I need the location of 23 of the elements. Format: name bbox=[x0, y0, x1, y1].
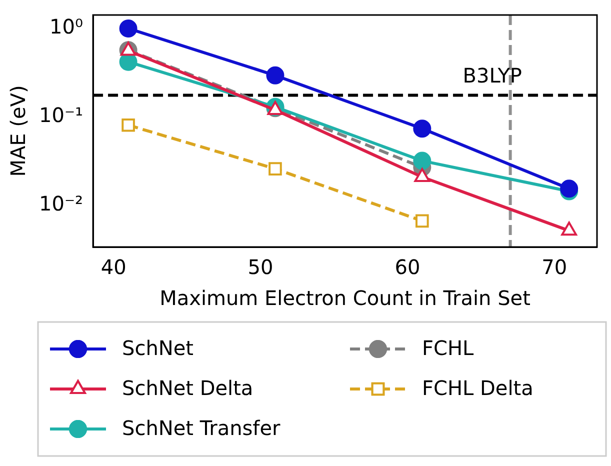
x-tick-label: 60 bbox=[394, 255, 420, 280]
point bbox=[560, 180, 578, 198]
legend-label: SchNet bbox=[122, 336, 194, 360]
x-tick-label: 40 bbox=[100, 255, 126, 280]
legend-label: SchNet Delta bbox=[122, 376, 254, 400]
y-tick-label: 10⁰ bbox=[50, 14, 84, 39]
legend-label: FCHL Delta bbox=[422, 376, 534, 400]
point bbox=[122, 118, 135, 132]
point bbox=[268, 162, 282, 176]
legend-label: FCHL bbox=[422, 336, 475, 360]
x-tick-label: 50 bbox=[248, 255, 274, 280]
y-tick-label: 10⁻² bbox=[38, 192, 84, 216]
point bbox=[266, 66, 284, 84]
point bbox=[119, 19, 138, 38]
point bbox=[413, 152, 432, 170]
x-tick-label: 70 bbox=[542, 255, 568, 280]
y-axis-title: MAE (eV) bbox=[6, 85, 30, 177]
ref-line-label: B3LYP bbox=[462, 63, 522, 88]
point bbox=[415, 214, 429, 228]
point bbox=[413, 120, 432, 138]
x-axis-title: Maximum Electron Count in Train Set bbox=[160, 286, 531, 310]
y-tick-label: 10⁻¹ bbox=[38, 103, 84, 128]
legend-label: SchNet Transfer bbox=[122, 416, 282, 440]
